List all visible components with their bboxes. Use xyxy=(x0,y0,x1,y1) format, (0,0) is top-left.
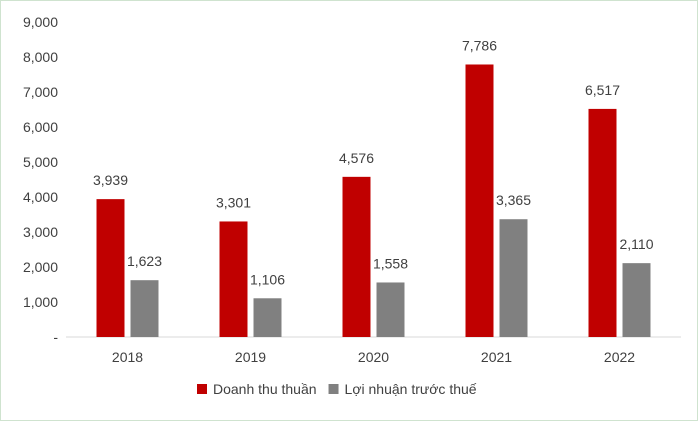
y-tick-label: 4,000 xyxy=(23,189,58,205)
y-tick-label: 7,000 xyxy=(23,84,58,100)
y-tick-label: 3,000 xyxy=(23,224,58,240)
data-label: 6,517 xyxy=(585,82,620,98)
y-tick-label: 6,000 xyxy=(23,119,58,135)
data-label: 1,106 xyxy=(250,271,285,287)
x-tick-label: 2018 xyxy=(112,349,143,365)
x-tick-label: 2022 xyxy=(604,349,635,365)
x-tick-label: 2020 xyxy=(358,349,389,365)
legend-label: Lợi nhuận trước thuế xyxy=(345,381,477,397)
y-tick-label: - xyxy=(53,329,58,345)
y-tick-label: 8,000 xyxy=(23,49,58,65)
x-tick-label: 2019 xyxy=(235,349,266,365)
y-tick-label: 1,000 xyxy=(23,294,58,310)
y-tick-label: 9,000 xyxy=(23,14,58,30)
y-axis: - 1,000 2,000 3,000 4,000 5,000 6,000 7,000 8,00… xyxy=(23,14,58,345)
data-label: 7,786 xyxy=(462,37,497,53)
y-tick-label: 2,000 xyxy=(23,259,58,275)
bar-profit xyxy=(376,282,405,337)
legend-swatch xyxy=(328,384,339,394)
x-axis: 2018 2019 2020 2021 2022 xyxy=(66,336,681,365)
data-label: 3,301 xyxy=(216,194,251,210)
data-label: 4,576 xyxy=(339,150,374,166)
legend-swatch xyxy=(197,384,207,394)
bar-profit xyxy=(130,280,159,337)
data-label: 3,365 xyxy=(496,192,531,208)
x-tick-label: 2021 xyxy=(481,349,512,365)
bar-profit xyxy=(499,219,528,337)
data-label: 1,558 xyxy=(373,255,408,271)
y-tick-label: 5,000 xyxy=(23,154,58,170)
bar-profit xyxy=(253,298,282,337)
bar-revenue xyxy=(96,199,125,337)
bars: 3,939 1,623 3,301 1,106 4,576 1,558 7,786 3,365… xyxy=(93,37,654,338)
bar-revenue xyxy=(465,64,494,338)
data-label: 3,939 xyxy=(93,172,128,188)
bar-revenue xyxy=(342,176,371,337)
bar-profit xyxy=(622,263,651,337)
bar-revenue xyxy=(219,221,248,337)
data-label: 2,110 xyxy=(620,236,654,252)
legend-label: Doanh thu thuần xyxy=(213,381,317,397)
bar-revenue xyxy=(588,108,617,337)
data-label: 1,623 xyxy=(127,253,162,269)
legend: Doanh thu thuần Lợi nhuận trước thuế xyxy=(197,381,477,397)
